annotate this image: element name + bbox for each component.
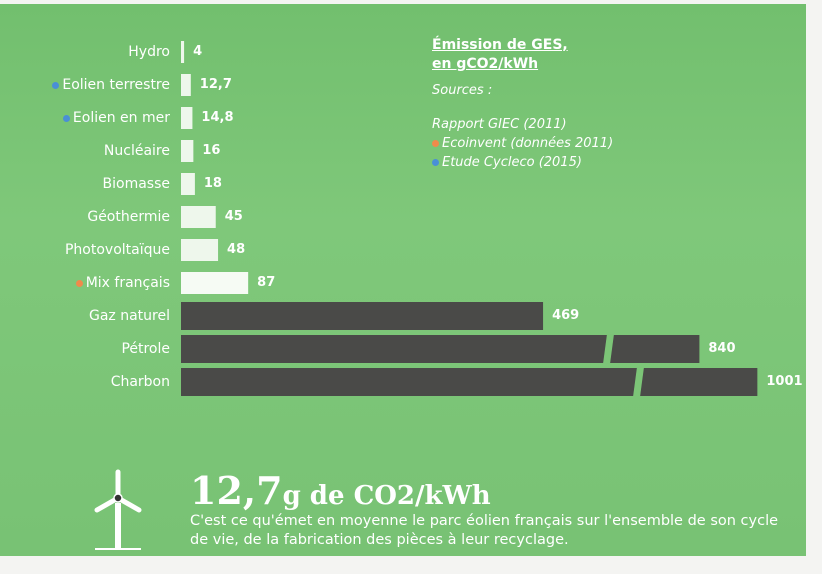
category-marker — [75, 279, 83, 287]
bar — [181, 206, 216, 228]
value-label: 469 — [552, 308, 580, 323]
category-label: Charbon — [111, 373, 170, 391]
category-label: Eolien terrestre — [52, 76, 170, 94]
source-marker — [432, 140, 439, 147]
bar — [181, 368, 758, 396]
bar — [181, 173, 195, 195]
value-label: 1001 — [766, 374, 803, 389]
axis-break — [633, 367, 644, 397]
bar — [181, 239, 219, 261]
caption: C'est ce qu'émet en moyenne le parc éoli… — [190, 513, 779, 548]
value-label: 14,8 — [201, 110, 234, 125]
category-marker — [62, 114, 70, 122]
source: Ecoinvent (données 2011) — [432, 135, 613, 152]
sources-label: Sources : — [432, 83, 493, 98]
bar — [181, 272, 249, 294]
category-text: Photovoltaïque — [64, 242, 170, 258]
chart-title: Émission de GES, en gCO2/kWh — [432, 37, 568, 72]
panel — [0, 4, 806, 556]
category-label: Photovoltaïque — [65, 241, 170, 259]
headline: 12,7g de CO2/kWh — [190, 468, 491, 513]
headline-unit: g de CO2/kWh — [282, 481, 491, 511]
value-label: 18 — [203, 176, 222, 191]
bar — [181, 107, 193, 129]
value-label: 16 — [202, 143, 221, 158]
source-text: Rapport GIEC (2011) — [432, 117, 567, 132]
source-text: Ecoinvent (données 2011) — [442, 136, 614, 151]
bar — [181, 335, 700, 363]
category-marker — [52, 81, 60, 89]
category-label: Biomasse — [103, 175, 170, 193]
value-label: 48 — [227, 242, 246, 257]
value-label: 840 — [708, 341, 736, 356]
category-label: Géothermie — [87, 208, 170, 226]
bar — [181, 74, 191, 96]
category-label: Pétrole — [121, 340, 170, 358]
value-label: 87 — [257, 275, 276, 290]
category-label: Eolien en mer — [62, 109, 170, 127]
category-label: Mix français — [75, 274, 170, 292]
bar — [181, 302, 544, 330]
category-label: Hydro — [128, 43, 170, 61]
bar — [181, 140, 194, 162]
axis-break — [603, 334, 614, 364]
category-text: Eolien terrestre — [62, 77, 170, 93]
category-text: Nucléaire — [103, 143, 170, 159]
value-label: 45 — [224, 209, 243, 224]
source: Etude Cycleco (2015) — [432, 154, 582, 171]
category-text: Pétrole — [121, 341, 170, 357]
chart — [94, 41, 758, 550]
value-label: 4 — [193, 44, 203, 59]
category-label: Nucléaire — [104, 142, 170, 160]
category-text: Gaz naturel — [89, 308, 170, 324]
category-text: Mix français — [85, 275, 170, 291]
value-label: 12,7 — [199, 77, 232, 92]
category-text: Biomasse — [102, 176, 170, 192]
category-label: Gaz naturel — [89, 307, 170, 325]
wind-turbine-icon — [94, 469, 142, 550]
source: Rapport GIEC (2011) — [432, 116, 567, 133]
source-text: Etude Cycleco (2015) — [442, 155, 582, 170]
headline-value: 12,7 — [190, 468, 283, 513]
category-text: Charbon — [110, 374, 170, 390]
category-text: Hydro — [128, 44, 170, 60]
source-marker — [432, 159, 439, 166]
category-text: Eolien en mer — [72, 110, 170, 126]
category-text: Géothermie — [87, 209, 170, 225]
bar — [181, 41, 185, 63]
